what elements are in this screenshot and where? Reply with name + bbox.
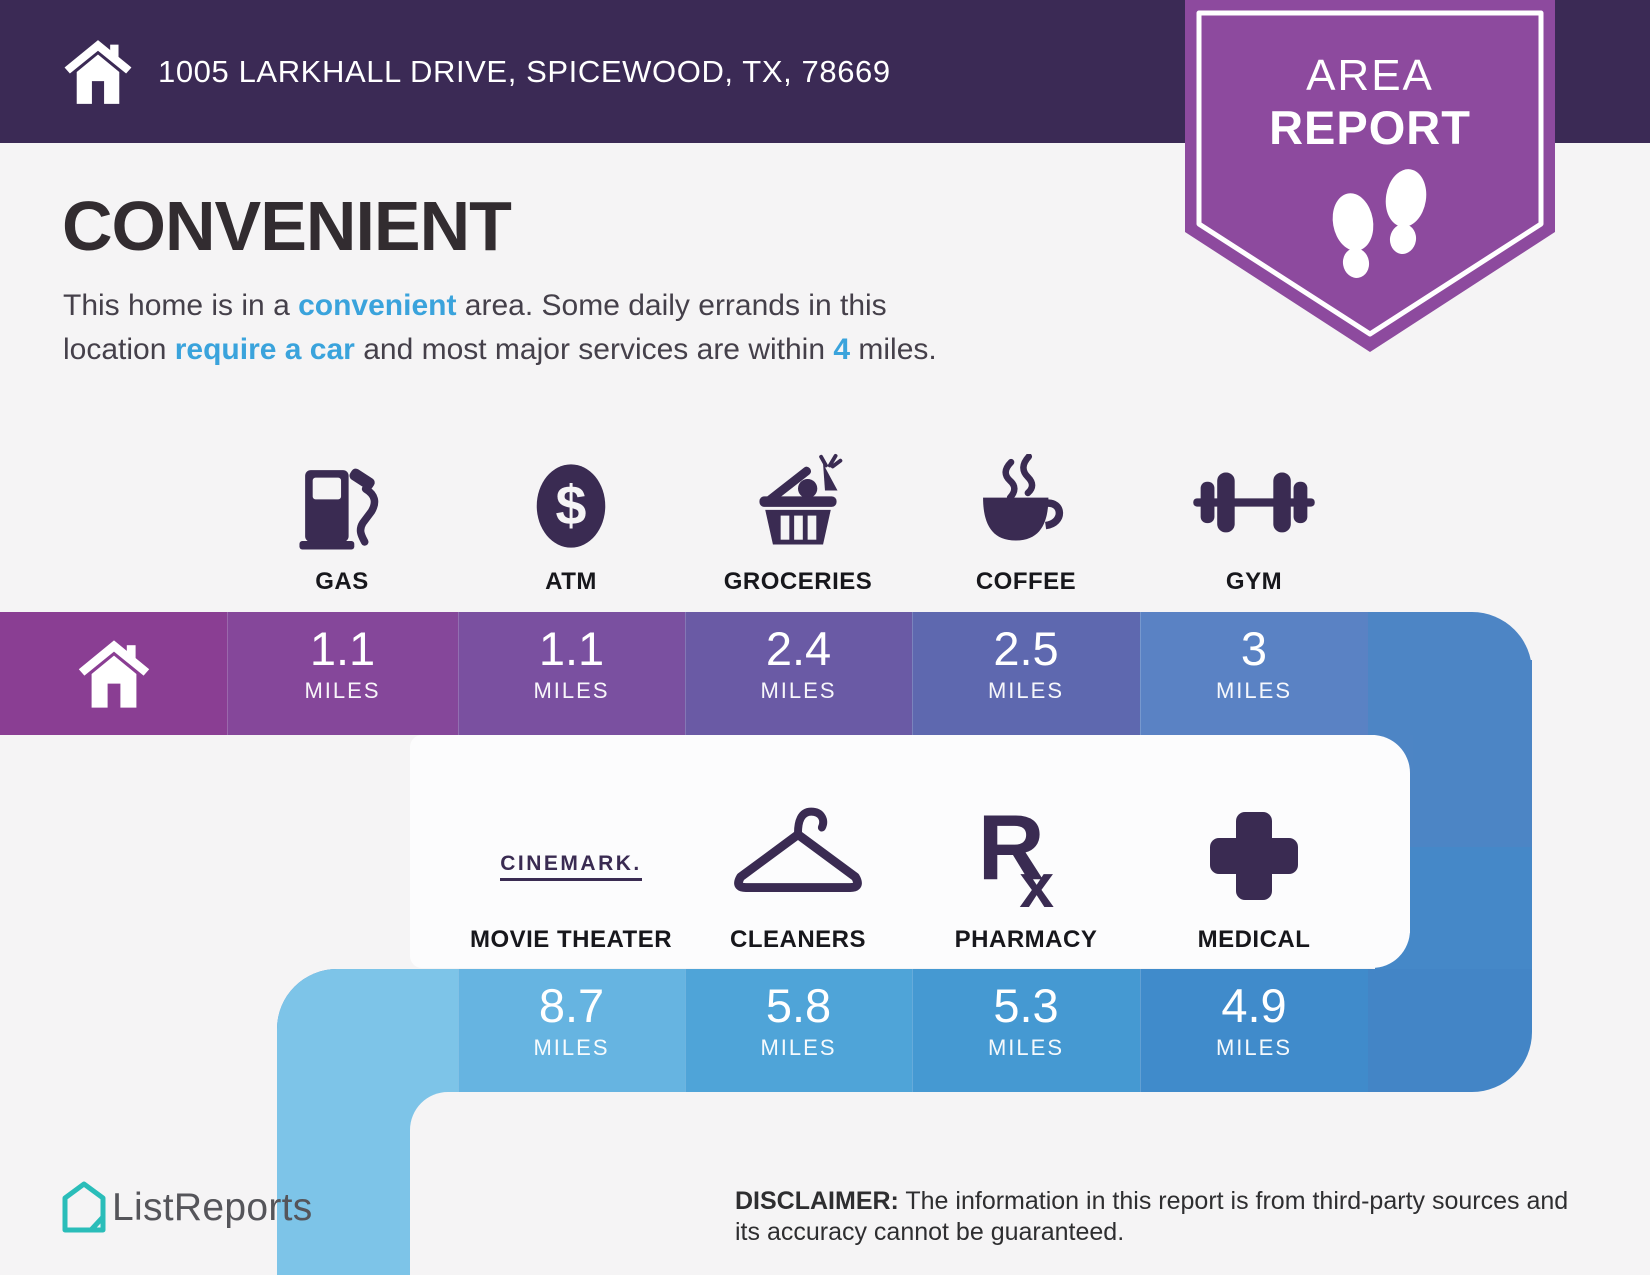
area-report-badge: AREA REPORT	[1185, 0, 1555, 352]
svg-text:$: $	[556, 475, 587, 537]
disclaimer: DISCLAIMER: The information in this repo…	[735, 1187, 1569, 1246]
groceries-label: GROCERIES	[723, 568, 873, 595]
atm-label: ATM	[545, 568, 597, 595]
clothes-hanger-icon	[734, 807, 862, 892]
gym-distance: 3	[1240, 622, 1268, 675]
distance-band-1: 1.1 MILES 1.1 MILES 2.4 MILES 2.5 MILES …	[0, 612, 1532, 735]
cleaners-label: CLEANERS	[729, 926, 866, 953]
pharmacy-icon-cell: R x	[926, 788, 1126, 916]
coffee-distance: 2.5	[993, 622, 1059, 675]
pharmacy-distance: 5.3	[993, 979, 1059, 1032]
groceries-distance: 2.4	[765, 622, 832, 675]
grocery-basket-icon	[759, 453, 843, 545]
coffee-cup-icon	[983, 454, 1064, 541]
property-address: 1005 LARKHALL DRIVE, SPICEWOOD, TX, 7866…	[158, 53, 891, 89]
svg-text:x: x	[1019, 852, 1054, 910]
snake-right-column-lower	[1410, 847, 1532, 980]
gym-label: GYM	[1225, 568, 1283, 595]
dumbbell-icon	[1193, 472, 1315, 533]
atm-distance: 1.1	[538, 622, 605, 675]
medical-cross-icon	[1210, 812, 1298, 900]
medical-label: MEDICAL	[1197, 926, 1311, 953]
gas-pump-icon	[299, 468, 379, 550]
dollar-coin-icon: $	[536, 464, 606, 548]
movie-theater-distance-segment: 8.7 MILES	[458, 969, 685, 1092]
summary-text: This home is in a convenient area. Some …	[63, 289, 937, 366]
distance-band-2: 8.7 MILES 5.8 MILES 5.3 MILES 4.9 MILES	[277, 969, 1532, 1092]
badge-title-line2: REPORT	[1269, 101, 1471, 154]
listreports-brand: ListReports	[112, 1186, 313, 1229]
page-title: CONVENIENT	[62, 187, 512, 265]
medical-icon-cell	[1154, 788, 1354, 916]
pharmacy-distance-segment: 5.3 MILES	[912, 969, 1140, 1092]
band-home-segment	[0, 612, 227, 735]
listreports-logo-icon	[62, 1181, 106, 1233]
cleaners-icon-cell	[698, 788, 898, 916]
gas-label: GAS	[315, 568, 369, 595]
cinemark-logo: CINEMARK.	[500, 852, 642, 881]
gas-distance-segment: 1.1 MILES	[227, 612, 458, 735]
movie-theater-distance: 8.7	[538, 979, 605, 1032]
snake-right-column	[1410, 660, 1532, 847]
highlight-convenient: convenient	[298, 289, 457, 322]
cleaners-distance-segment: 5.8 MILES	[685, 969, 912, 1092]
medical-distance-segment: 4.9 MILES	[1140, 969, 1368, 1092]
highlight-require-a-car: require a car	[174, 333, 355, 366]
movie-theater-label: MOVIE THEATER	[469, 926, 673, 953]
home-icon	[78, 639, 149, 708]
coffee-label: COFFEE	[975, 568, 1077, 595]
cleaners-distance: 5.8	[765, 979, 832, 1032]
gas-distance: 1.1	[309, 622, 376, 675]
snake-left-strip	[277, 1030, 410, 1275]
pharmacy-label: PHARMACY	[954, 926, 1098, 953]
gas-icon-cell	[252, 428, 432, 562]
svg-text:R: R	[978, 796, 1045, 899]
coffee-distance-segment: 2.5 MILES	[912, 612, 1140, 735]
gym-distance-segment: 3 MILES	[1140, 612, 1368, 735]
rx-symbol-icon: R x	[978, 796, 1055, 910]
atm-icon-cell: $	[481, 428, 661, 562]
groceries-distance-segment: 2.4 MILES	[685, 612, 912, 735]
disclaimer-label: DISCLAIMER:	[735, 1187, 899, 1215]
gym-icon-cell	[1164, 428, 1344, 562]
movie-theater-icon-cell: CINEMARK.	[471, 788, 671, 916]
highlight-miles-radius: 4	[833, 333, 851, 366]
atm-distance-segment: 1.1 MILES	[458, 612, 685, 735]
coffee-icon-cell	[936, 428, 1116, 562]
home-icon	[64, 40, 132, 104]
badge-title-line1: AREA	[1306, 51, 1434, 100]
footprints-icon	[1332, 169, 1427, 278]
medical-distance: 4.9	[1221, 979, 1287, 1032]
badge-shield	[1185, 0, 1555, 352]
groceries-icon-cell	[708, 428, 888, 562]
